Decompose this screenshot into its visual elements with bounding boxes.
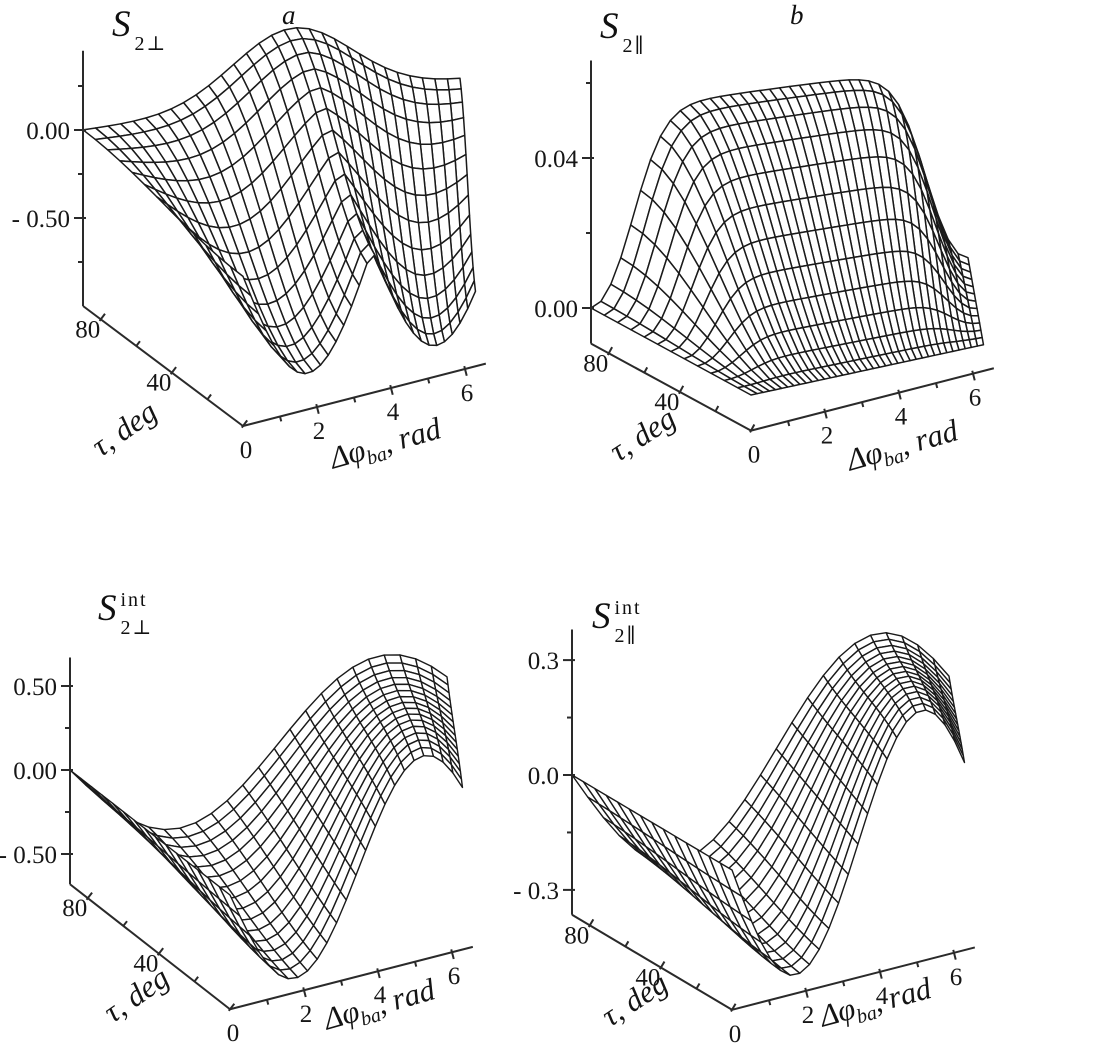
surface-mesh-b bbox=[590, 79, 985, 396]
svg-text:0.00: 0.00 bbox=[26, 118, 70, 145]
panel-c-title-sup: int bbox=[120, 589, 148, 611]
panel-a-title-sub: 2⊥ bbox=[134, 33, 168, 55]
svg-text:0.00: 0.00 bbox=[534, 296, 578, 323]
svg-text:0.50: 0.50 bbox=[13, 674, 57, 701]
panel-c-title-sub: 2⊥ bbox=[120, 617, 154, 639]
svg-text:80: 80 bbox=[583, 350, 608, 377]
svg-text:0: 0 bbox=[729, 1021, 742, 1048]
axis-labels-d: 0.3 0.0 - 0.380 40 0 2 4 6 bbox=[513, 648, 962, 1048]
panel-b-title: S 2∥ bbox=[600, 8, 646, 56]
svg-text:2: 2 bbox=[300, 1001, 313, 1028]
svg-text:2: 2 bbox=[313, 418, 326, 445]
panel-d-title-sub: 2∥ bbox=[614, 625, 638, 647]
surface-mesh-d bbox=[571, 632, 966, 976]
svg-text:0: 0 bbox=[748, 442, 761, 469]
svg-text:- 0.3: - 0.3 bbox=[513, 878, 559, 905]
svg-text:4: 4 bbox=[374, 982, 387, 1009]
panel-c-title-symbol: S bbox=[98, 588, 117, 629]
svg-text:- 0.50: - 0.50 bbox=[0, 842, 57, 869]
axes-a bbox=[74, 50, 487, 429]
svg-text:τ, deg: τ, deg bbox=[85, 394, 164, 464]
axes-c bbox=[61, 657, 474, 1012]
svg-text:6: 6 bbox=[950, 964, 963, 991]
panel-a-corner-label: a bbox=[282, 0, 296, 30]
svg-text:0: 0 bbox=[227, 1020, 240, 1047]
svg-text:40: 40 bbox=[133, 951, 158, 978]
svg-text:80: 80 bbox=[75, 316, 100, 343]
svg-text:6: 6 bbox=[969, 385, 982, 412]
axes-d bbox=[563, 629, 976, 1013]
svg-text:4: 4 bbox=[387, 399, 400, 426]
panel-d-title-sup: int bbox=[614, 597, 642, 619]
svg-text:6: 6 bbox=[461, 380, 474, 407]
svg-text:40: 40 bbox=[635, 965, 660, 992]
svg-text:0.00: 0.00 bbox=[13, 758, 57, 785]
panel-a-title: S 2⊥ bbox=[112, 6, 167, 54]
panel-b-corner-label: b bbox=[790, 0, 804, 30]
svg-text:40: 40 bbox=[654, 389, 679, 416]
phi-axis-title-a: Δφba, rad bbox=[324, 410, 447, 480]
panel-d-title-symbol: S bbox=[592, 596, 611, 637]
svg-text:40: 40 bbox=[146, 370, 171, 397]
svg-text:0.3: 0.3 bbox=[528, 648, 559, 675]
svg-text:τ, deg: τ, deg bbox=[595, 965, 674, 1033]
panel-d-plot: 0.3 0.0 - 0.380 40 0 2 4 6 τ, deg Δφba, rad bbox=[513, 629, 976, 1048]
phi-axis-title-d: Δφba, rad bbox=[814, 970, 937, 1038]
svg-text:4: 4 bbox=[876, 983, 889, 1010]
svg-text:- 0.50: - 0.50 bbox=[12, 206, 70, 233]
panel-b-title-symbol: S bbox=[600, 6, 619, 47]
svg-text:4: 4 bbox=[895, 404, 908, 431]
svg-text:0: 0 bbox=[240, 437, 253, 464]
panel-a-title-symbol: S bbox=[112, 4, 131, 45]
svg-text:2: 2 bbox=[802, 1002, 815, 1029]
svg-text:2: 2 bbox=[821, 423, 834, 450]
svg-text:0.0: 0.0 bbox=[528, 763, 559, 790]
svg-text:80: 80 bbox=[564, 922, 589, 949]
svg-text:80: 80 bbox=[62, 895, 87, 922]
surface-mesh-c bbox=[69, 654, 464, 980]
panel-b-title-sub: 2∥ bbox=[622, 35, 646, 57]
panel-a-plot: 0.00 - 0.50 80 40 0 2 4 6 τ, deg Δφba, rad bbox=[12, 27, 487, 480]
axes-b bbox=[582, 60, 995, 433]
surface-mesh-a bbox=[82, 27, 477, 375]
axis-labels-a: 0.00 - 0.50 80 40 0 2 4 6 bbox=[12, 118, 474, 464]
svg-text:0.04: 0.04 bbox=[534, 146, 578, 173]
svg-text:6: 6 bbox=[448, 963, 461, 990]
